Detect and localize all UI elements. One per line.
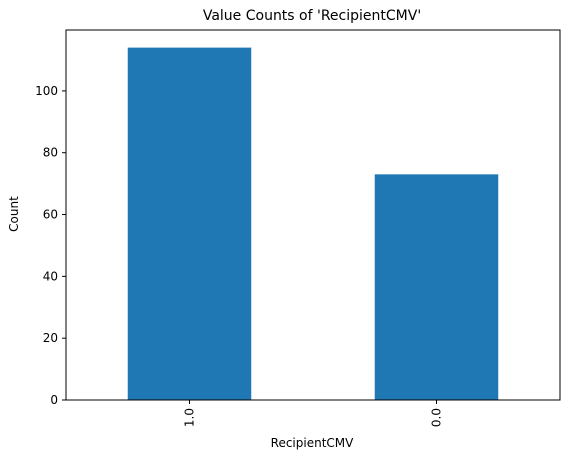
x-axis-label: RecipientCMV — [271, 436, 354, 450]
bars-group — [127, 47, 499, 400]
x-tick-label: 1.0 — [183, 408, 197, 427]
y-tick-label: 0 — [50, 393, 58, 407]
y-tick-label: 40 — [43, 269, 58, 283]
y-axis: 0 20 40 60 80 100 — [35, 84, 66, 407]
y-tick-label: 80 — [43, 146, 58, 160]
plot-frame — [65, 29, 561, 401]
chart-title: Value Counts of 'RecipientCMV' — [203, 8, 421, 24]
bar-1-0 — [127, 47, 252, 400]
x-axis: 1.0 0.0 — [183, 400, 444, 427]
y-tick-label: 100 — [35, 84, 58, 98]
y-axis-label: Count — [7, 196, 21, 232]
y-tick-label: 60 — [43, 208, 58, 222]
bar-0-0 — [374, 174, 499, 400]
x-tick-label: 0.0 — [430, 408, 444, 427]
y-tick-label: 20 — [43, 331, 58, 345]
